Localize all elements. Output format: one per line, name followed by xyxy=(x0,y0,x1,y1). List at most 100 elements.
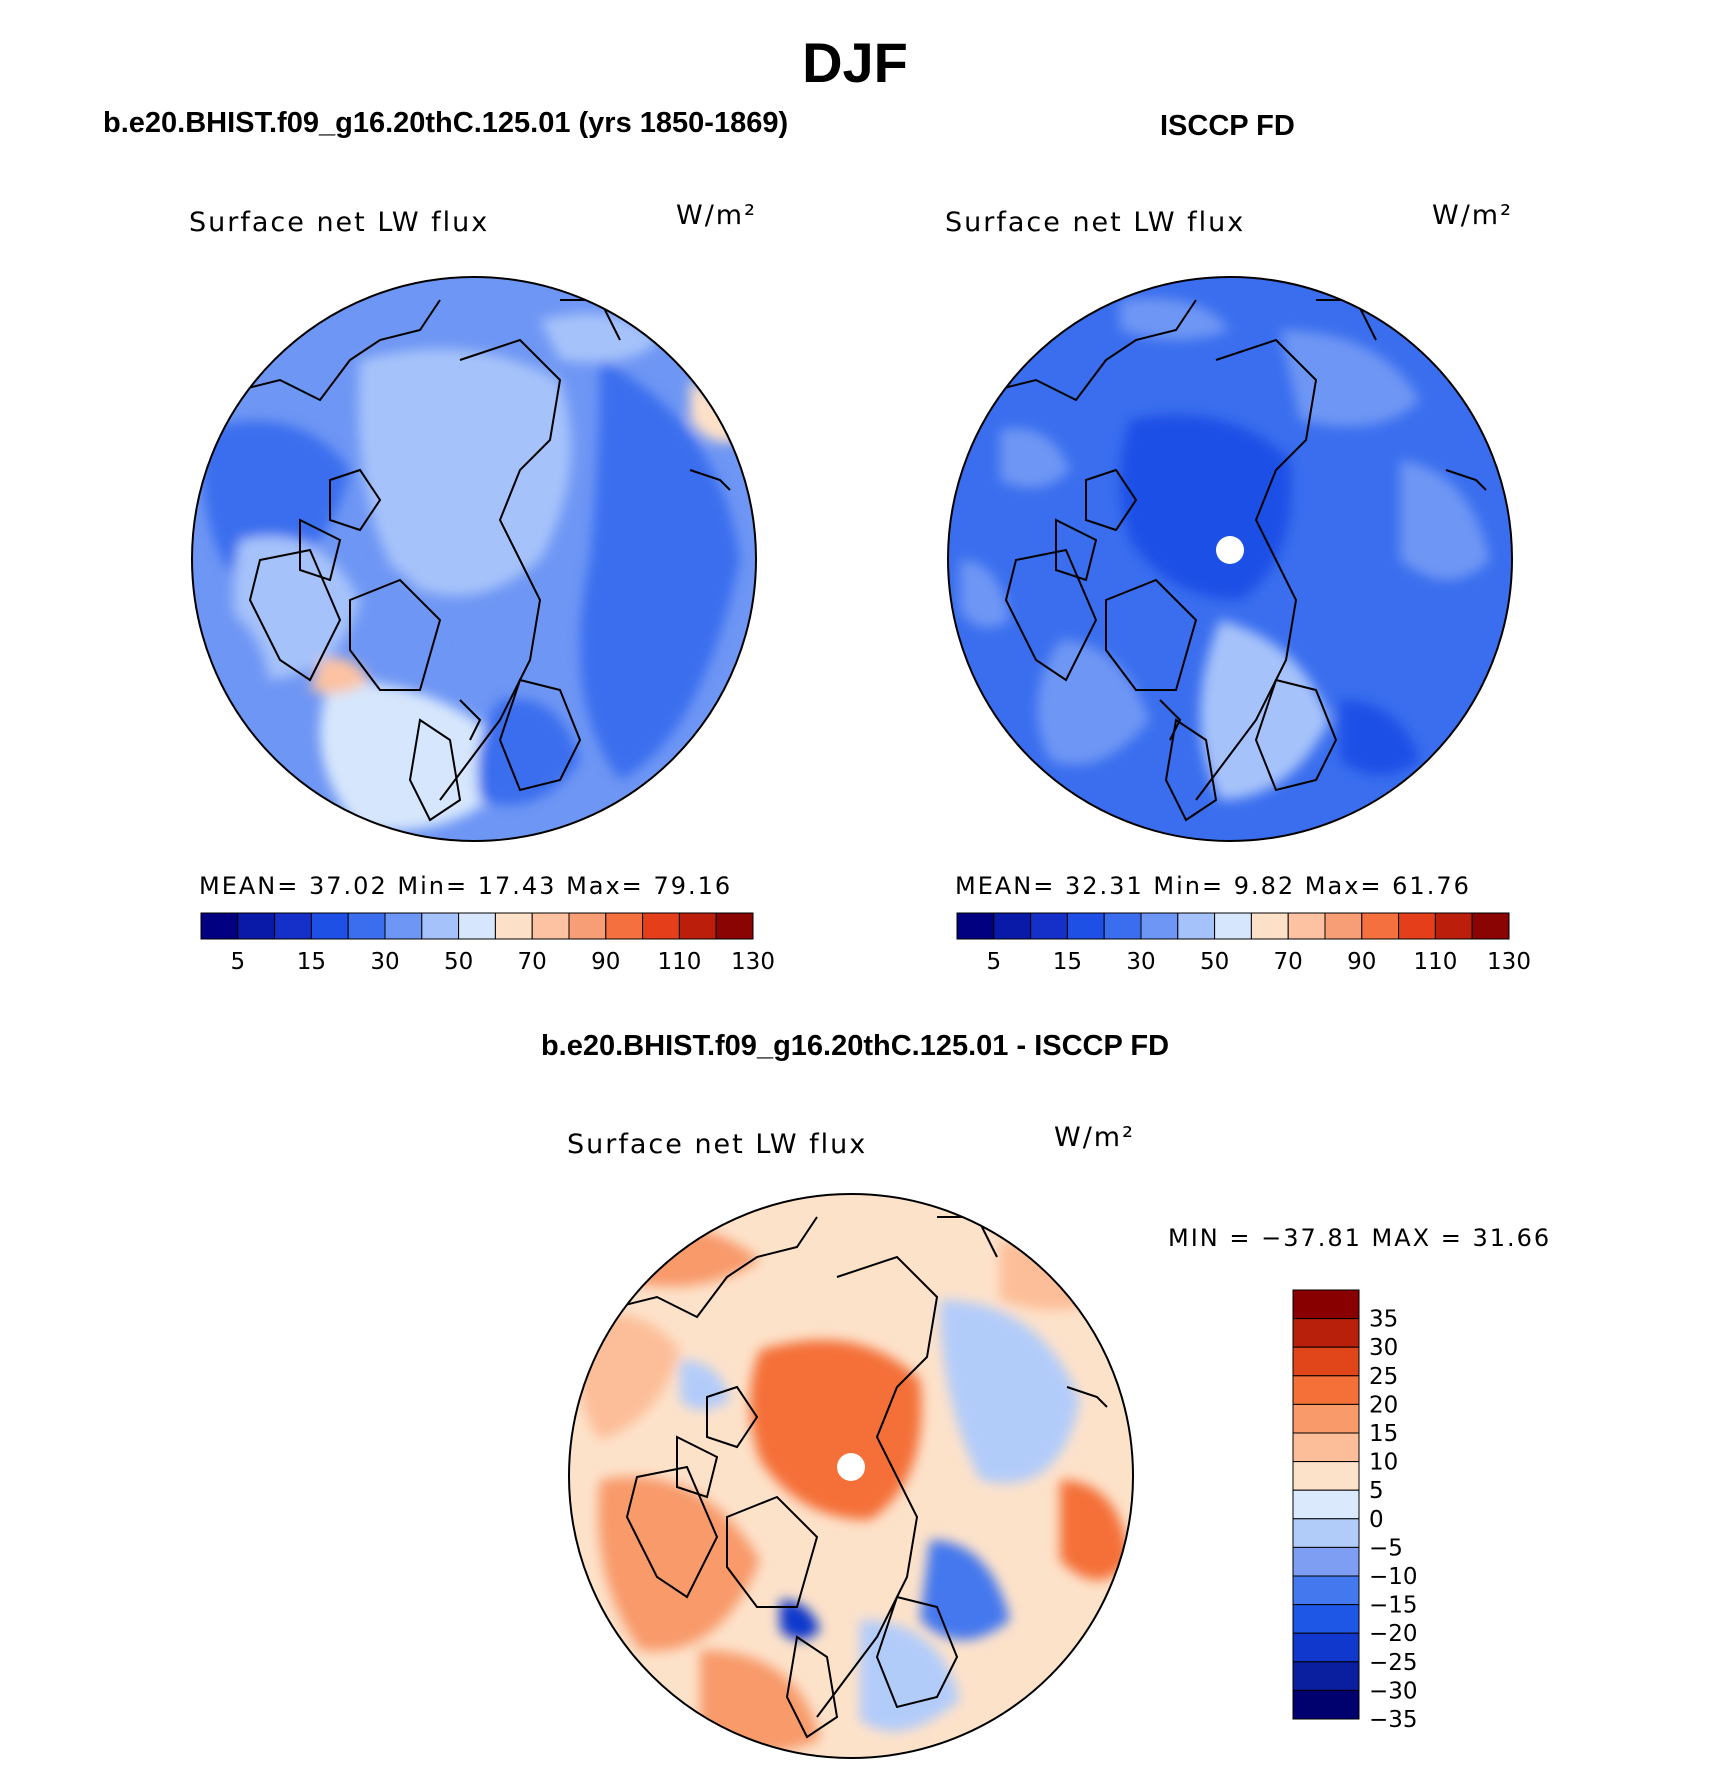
diff-field xyxy=(569,1194,1133,1758)
obs-colorbar-swatch xyxy=(1434,912,1473,940)
diff-colorbar-swatch xyxy=(1292,1518,1360,1548)
model-colorbar-swatch xyxy=(715,912,754,940)
diff-colorbar-swatch xyxy=(1292,1432,1360,1463)
model-colorbar-tick-label: 130 xyxy=(731,949,775,975)
obs-mean-value: 32.31 xyxy=(1065,872,1144,900)
diff-colorbar-tick-label: 15 xyxy=(1369,1421,1398,1447)
diff-colorbar-tick-label: −5 xyxy=(1369,1535,1403,1561)
diff-colorbar-tick-label: 10 xyxy=(1369,1450,1398,1476)
diff-colorbar-tick-label: 35 xyxy=(1369,1307,1398,1333)
obs-units-label: W/m² xyxy=(1432,200,1513,231)
diff-colorbar-tick-label: 25 xyxy=(1369,1364,1398,1390)
model-units-label: W/m² xyxy=(676,200,757,231)
obs-colorbar: 5 15 30 50 70 90 110 130 xyxy=(956,912,1531,975)
diff-colorbar-swatch xyxy=(1292,1403,1360,1434)
obs-max-value: 61.76 xyxy=(1392,872,1471,900)
obs-min-label: Min= xyxy=(1153,872,1225,900)
model-max-label: Max= xyxy=(566,872,644,900)
diff-colorbar-swatch xyxy=(1292,1289,1360,1320)
model-colorbar-tick-label: 15 xyxy=(297,949,326,975)
model-colorbar-tick-label: 30 xyxy=(370,949,399,975)
obs-colorbar-swatch xyxy=(1250,912,1289,940)
diff-colorbar-tick-label: −10 xyxy=(1369,1564,1418,1590)
model-colorbar-swatch xyxy=(605,912,644,940)
model-mean-label: MEAN= xyxy=(199,872,300,900)
diff-colorbar-tick-label: −20 xyxy=(1369,1621,1418,1647)
model-colorbar-swatch xyxy=(274,912,312,940)
diff-minmax: MIN = −37.81 MAX = 31.66 xyxy=(1168,1224,1552,1252)
diff-units-label: W/m² xyxy=(1054,1122,1135,1153)
obs-mean-label: MEAN= xyxy=(955,872,1056,900)
diff-colorbar-tick-label: 20 xyxy=(1369,1392,1398,1418)
model-colorbar-swatch xyxy=(347,912,386,940)
obs-colorbar-swatch xyxy=(1214,912,1252,940)
model-field xyxy=(192,277,756,841)
model-panel-title: b.e20.BHIST.f09_g16.20thC.125.01 (yrs 18… xyxy=(103,107,789,139)
model-colorbar-swatch xyxy=(568,912,607,940)
diff-colorbar-swatch xyxy=(1292,1575,1360,1606)
diff-colorbar-tick-label: 5 xyxy=(1369,1478,1384,1504)
obs-colorbar-swatch xyxy=(1103,912,1142,940)
model-colorbar-swatch xyxy=(494,912,533,940)
model-colorbar-tick-label: 70 xyxy=(518,949,547,975)
diff-colorbar-tick-label: −25 xyxy=(1369,1650,1418,1676)
obs-colorbar-swatch xyxy=(1030,912,1068,940)
model-stats: MEAN= 37.02 Min= 17.43 Max= 79.16 xyxy=(199,872,732,900)
diff-colorbar-swatch xyxy=(1292,1632,1360,1663)
obs-colorbar-swatch xyxy=(1066,912,1105,940)
diff-colorbar-swatch xyxy=(1292,1489,1360,1520)
diff-colorbar-swatch xyxy=(1292,1375,1360,1405)
model-colorbar-tick-label: 90 xyxy=(591,949,620,975)
model-colorbar: 5 15 30 50 70 90 110 130 xyxy=(200,912,775,975)
model-colorbar-swatch xyxy=(421,912,460,940)
diff-colorbar-swatch xyxy=(1292,1461,1360,1491)
model-colorbar-tick-label: 110 xyxy=(657,949,701,975)
model-colorbar-tick-label: 50 xyxy=(444,949,473,975)
obs-colorbar-tick-label: 70 xyxy=(1274,949,1303,975)
model-colorbar-swatch xyxy=(200,912,239,940)
model-colorbar-swatch xyxy=(642,912,680,940)
obs-panel-title: ISCCP FD xyxy=(1160,110,1295,142)
obs-colorbar-tick-label: 130 xyxy=(1487,949,1531,975)
obs-colorbar-swatch xyxy=(1361,912,1400,940)
obs-variable-label: Surface net LW flux xyxy=(945,207,1246,238)
obs-colorbar-swatch xyxy=(1177,912,1216,940)
obs-field xyxy=(948,277,1512,841)
obs-colorbar-tick-label: 15 xyxy=(1053,949,1082,975)
obs-colorbar-swatch xyxy=(956,912,995,940)
obs-min-value: 9.82 xyxy=(1233,872,1296,900)
diff-colorbar-tick-label: −30 xyxy=(1369,1678,1418,1704)
obs-colorbar-tick-label: 90 xyxy=(1347,949,1376,975)
model-colorbar-tick-label: 5 xyxy=(230,949,245,975)
diff-colorbar-tick-label: 30 xyxy=(1369,1335,1398,1361)
diff-colorbar-swatch xyxy=(1292,1661,1360,1691)
obs-colorbar-swatch xyxy=(993,912,1032,940)
obs-colorbar-swatch xyxy=(1398,912,1436,940)
obs-colorbar-tick-label: 50 xyxy=(1200,949,1229,975)
obs-max-label: Max= xyxy=(1304,872,1383,900)
obs-colorbar-swatch xyxy=(1471,912,1510,940)
diff-colorbar-tick-label: −35 xyxy=(1369,1707,1418,1733)
model-colorbar-swatch xyxy=(310,912,349,940)
figure-title: DJF xyxy=(802,31,908,94)
obs-colorbar-tick-label: 30 xyxy=(1126,949,1155,975)
obs-colorbar-tick-label: 110 xyxy=(1413,949,1457,975)
model-variable-label: Surface net LW flux xyxy=(189,207,490,238)
model-min-value: 17.43 xyxy=(477,872,557,900)
obs-colorbar-tick-label: 5 xyxy=(986,949,1001,975)
obs-colorbar-swatch xyxy=(1140,912,1179,940)
model-colorbar-swatch xyxy=(531,912,570,940)
model-min-label: Min= xyxy=(397,872,469,900)
diff-colorbar-swatch xyxy=(1292,1546,1360,1577)
obs-colorbar-swatch xyxy=(1324,912,1363,940)
model-colorbar-swatch xyxy=(458,912,496,940)
diff-colorbar-tick-label: −15 xyxy=(1369,1593,1418,1619)
obs-colorbar-swatch xyxy=(1287,912,1326,940)
diff-variable-label: Surface net LW flux xyxy=(567,1129,868,1160)
model-colorbar-swatch xyxy=(678,912,717,940)
diff-colorbar-swatch xyxy=(1292,1346,1360,1377)
diff-colorbar-swatch xyxy=(1292,1318,1360,1348)
model-colorbar-swatch xyxy=(237,912,276,940)
model-colorbar-swatch xyxy=(384,912,423,940)
